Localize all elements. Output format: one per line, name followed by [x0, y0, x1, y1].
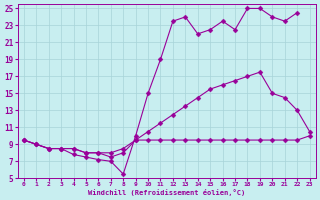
X-axis label: Windchill (Refroidissement éolien,°C): Windchill (Refroidissement éolien,°C): [88, 189, 245, 196]
